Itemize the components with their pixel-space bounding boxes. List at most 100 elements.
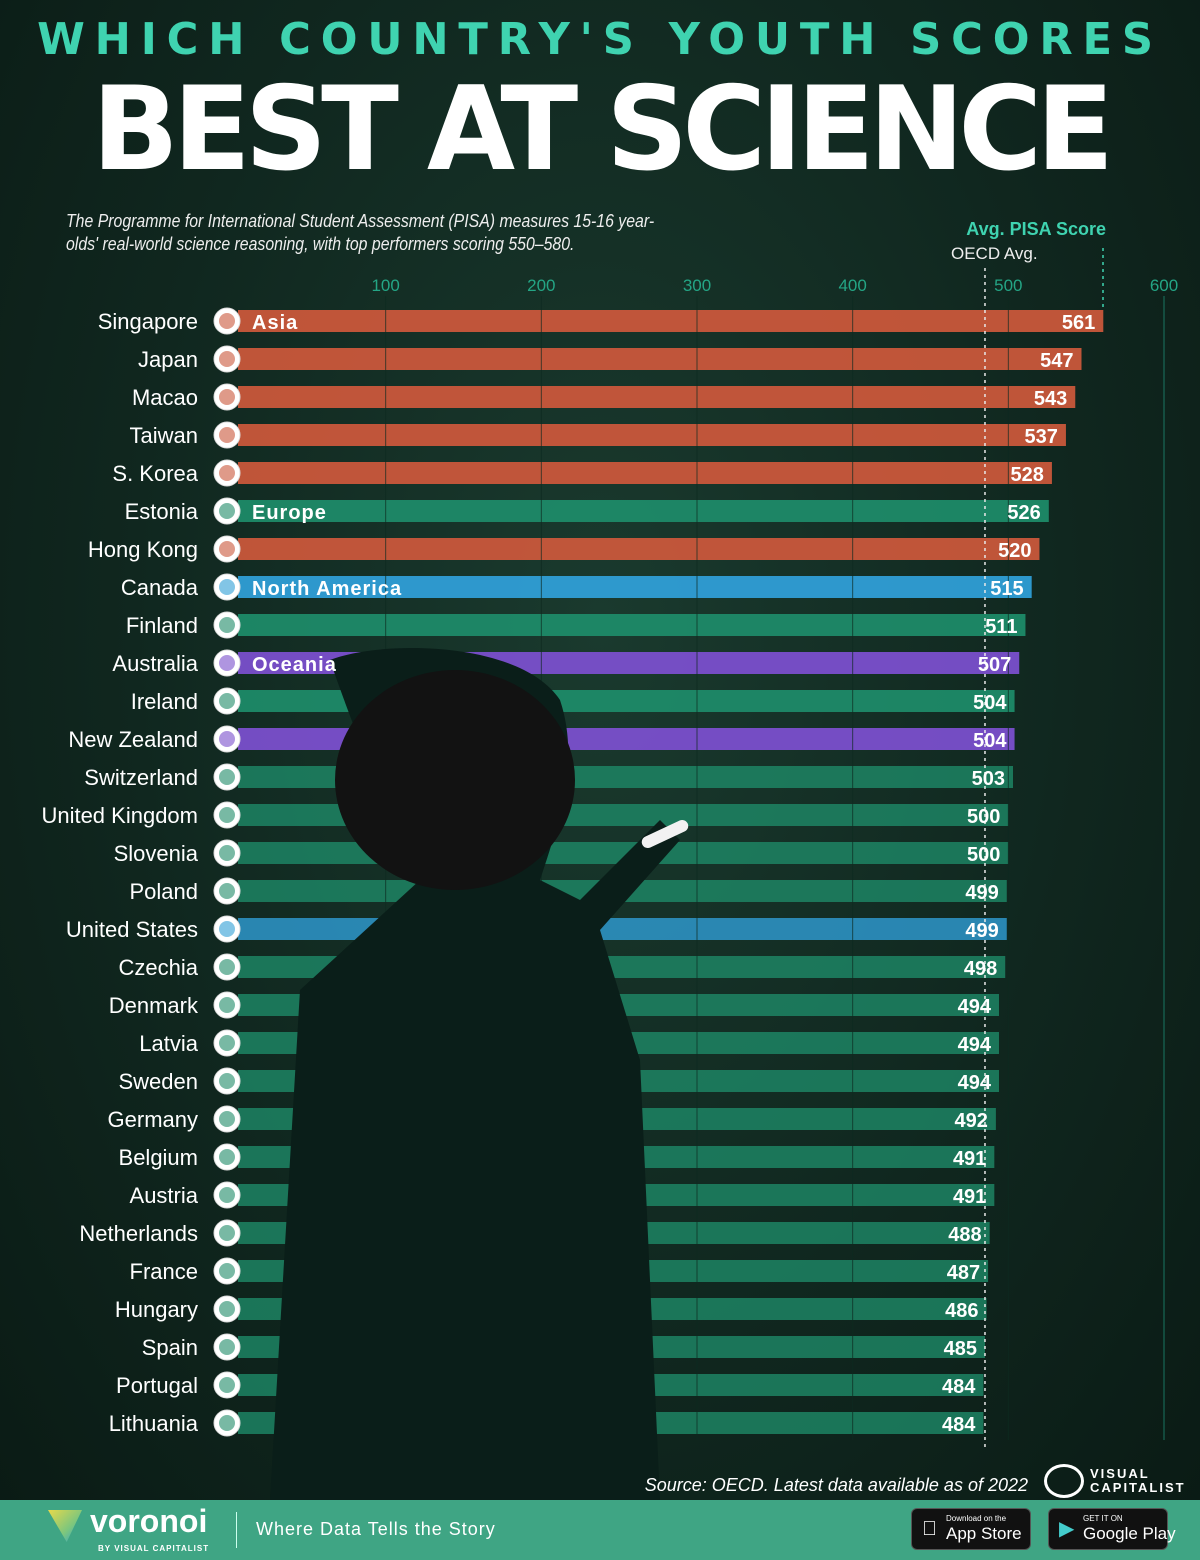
flag-icon-detail xyxy=(219,959,235,975)
source-note: Source: OECD. Latest data available as o… xyxy=(644,1475,1028,1495)
bar xyxy=(238,348,1082,370)
value-label: 520 xyxy=(998,540,1031,562)
country-label: Netherlands xyxy=(79,1221,198,1246)
oecd-avg-label: OECD Avg. xyxy=(951,244,1038,263)
x-tick-label: 200 xyxy=(527,276,555,295)
flag-icon-detail xyxy=(219,1225,235,1241)
country-label: Latvia xyxy=(139,1031,198,1056)
appstore-small-text: Download on the xyxy=(946,1514,1007,1523)
bar xyxy=(238,918,1007,940)
country-label: Switzerland xyxy=(84,765,198,790)
flag-icon-detail xyxy=(219,921,235,937)
bar xyxy=(238,462,1052,484)
region-label: North America xyxy=(252,578,402,600)
country-label: Japan xyxy=(138,347,198,372)
google-play-button[interactable]: ▶ GET IT ON Google Play xyxy=(1048,1508,1176,1550)
flag-icon-detail xyxy=(219,1263,235,1279)
value-label: 547 xyxy=(1040,350,1073,372)
x-tick-label: 300 xyxy=(683,276,711,295)
value-label: 488 xyxy=(948,1224,981,1246)
bar xyxy=(238,424,1066,446)
value-label: 484 xyxy=(942,1376,976,1398)
region-label: Asia xyxy=(252,312,298,334)
value-label: 491 xyxy=(953,1148,986,1170)
x-tick-label: 400 xyxy=(838,276,866,295)
value-label: 504 xyxy=(973,692,1007,714)
region-label: Europe xyxy=(252,502,327,524)
value-label: 528 xyxy=(1011,464,1044,486)
value-label: 494 xyxy=(958,996,992,1018)
flag-icon-detail xyxy=(219,655,235,671)
flag-icon-detail xyxy=(219,1149,235,1165)
appstore-big-text: App Store xyxy=(946,1524,1022,1543)
country-label: Poland xyxy=(129,879,198,904)
country-label: United Kingdom xyxy=(41,803,198,828)
value-label: 499 xyxy=(965,920,998,942)
country-label: France xyxy=(130,1259,198,1284)
value-label: 515 xyxy=(990,578,1023,600)
x-tick-label: 100 xyxy=(371,276,399,295)
country-label: Belgium xyxy=(119,1145,198,1170)
value-label: 500 xyxy=(967,806,1000,828)
bar-chart: 100 200 300 400 500 600 Singapore 561 Asia Japan 5… xyxy=(41,248,1179,1500)
country-label: Ireland xyxy=(131,689,198,714)
teacher-photo xyxy=(270,648,689,1500)
visual-capitalist-logo: VISUAL CAPITALIST xyxy=(1044,1464,1194,1498)
value-label: 503 xyxy=(972,768,1005,790)
value-label: 484 xyxy=(942,1414,976,1436)
country-label: Hungary xyxy=(115,1297,198,1322)
footer-bar: voronoi BY VISUAL CAPITALIST Where Data … xyxy=(0,1500,1200,1560)
country-label: Germany xyxy=(108,1107,198,1132)
play-icon: ▶ xyxy=(1059,1518,1075,1540)
bar xyxy=(238,500,1049,522)
region-label: Oceania xyxy=(252,654,337,676)
flag-icon-detail xyxy=(219,351,235,367)
country-label: Denmark xyxy=(109,993,199,1018)
country-label: Slovenia xyxy=(114,841,199,866)
voronoi-brand[interactable]: voronoi xyxy=(90,1503,208,1539)
flag-icon-detail xyxy=(219,579,235,595)
country-label: Lithuania xyxy=(109,1411,199,1436)
value-label: 485 xyxy=(944,1338,977,1360)
flag-icon-detail xyxy=(219,465,235,481)
x-tick-label: 600 xyxy=(1150,276,1178,295)
flag-icon-detail xyxy=(219,1035,235,1051)
country-label: New Zealand xyxy=(68,727,198,752)
bar xyxy=(238,614,1026,636)
flag-icon-detail xyxy=(219,541,235,557)
country-label: Austria xyxy=(130,1183,199,1208)
flag-icon-detail xyxy=(219,845,235,861)
country-label: Canada xyxy=(121,575,199,600)
bar xyxy=(238,386,1076,408)
value-label: 492 xyxy=(955,1110,988,1132)
app-store-button[interactable]:  Download on the App Store xyxy=(911,1508,1031,1550)
country-label: Sweden xyxy=(118,1069,198,1094)
main-title: BEST AT SCIENCE xyxy=(91,62,1114,197)
flag-icon-detail xyxy=(219,1415,235,1431)
flag-icon-detail xyxy=(219,1073,235,1089)
value-label: 543 xyxy=(1034,388,1067,410)
country-label: Australia xyxy=(112,651,198,676)
value-label: 491 xyxy=(953,1186,986,1208)
value-label: 498 xyxy=(964,958,997,980)
value-label: 537 xyxy=(1025,426,1058,448)
x-axis-label: Avg. PISA Score xyxy=(966,219,1106,239)
flag-icon-detail xyxy=(219,1339,235,1355)
play-small-text: GET IT ON xyxy=(1083,1514,1123,1523)
vc-logo-icon xyxy=(1044,1464,1084,1498)
bar xyxy=(238,576,1032,598)
bar xyxy=(238,310,1104,332)
country-label: Macao xyxy=(132,385,198,410)
flag-icon-detail xyxy=(219,389,235,405)
flag-icon-detail xyxy=(219,731,235,747)
bar xyxy=(238,538,1040,560)
flag-icon-detail xyxy=(219,1111,235,1127)
country-label: Czechia xyxy=(119,955,199,980)
flag-icon-detail xyxy=(219,1187,235,1203)
flag-icon-detail xyxy=(219,883,235,899)
voronoi-logo-icon xyxy=(48,1510,82,1542)
value-label: 526 xyxy=(1007,502,1040,524)
value-label: 507 xyxy=(978,654,1011,676)
value-label: 511 xyxy=(985,616,1017,638)
country-label: Taiwan xyxy=(130,423,198,448)
